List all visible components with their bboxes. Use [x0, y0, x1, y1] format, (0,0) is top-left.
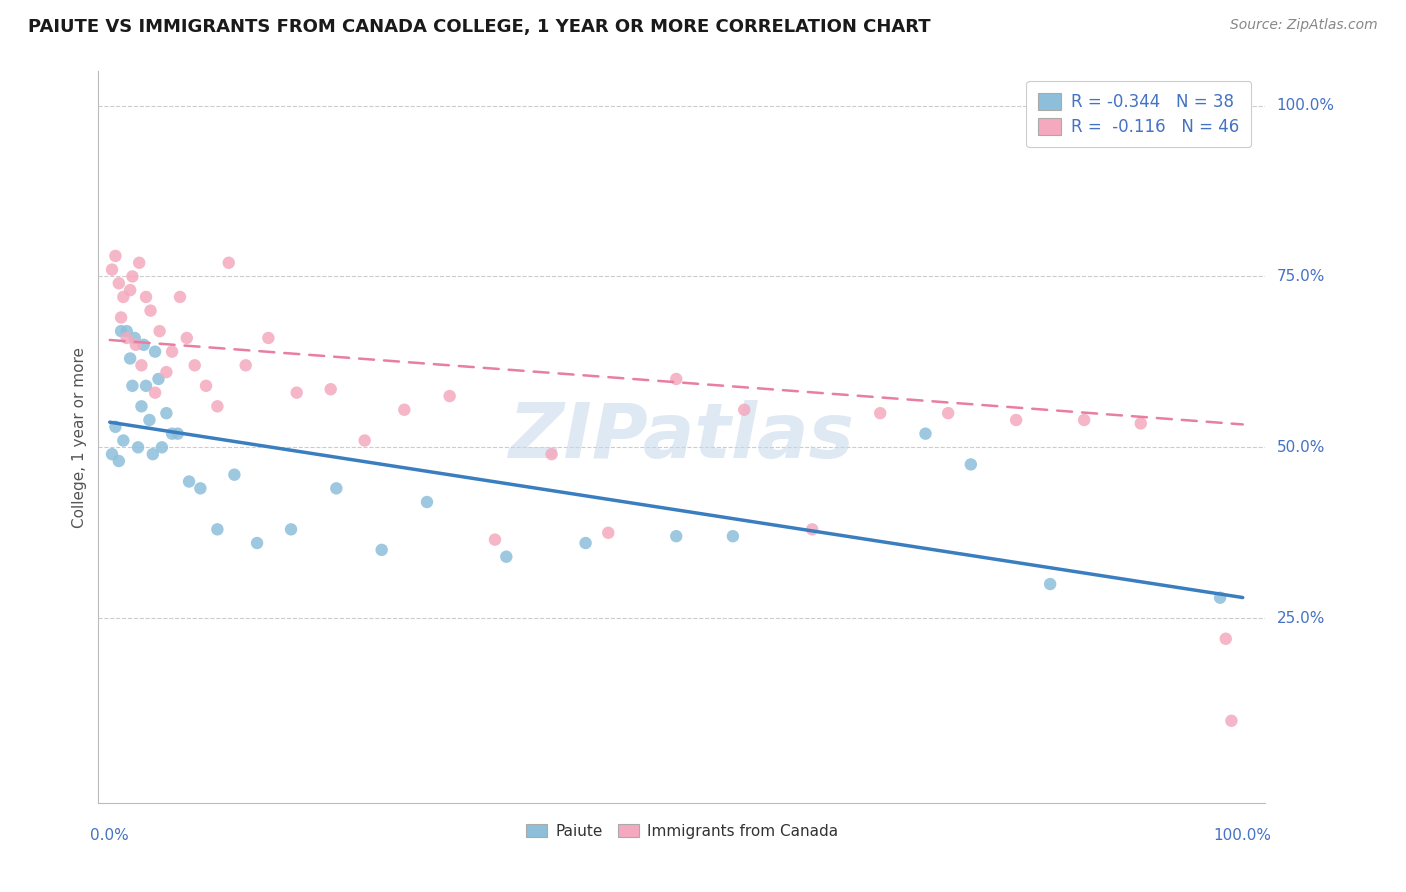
- Point: [104, 420, 127, 434]
- Point: [120, 283, 142, 297]
- Point: [325, 481, 347, 495]
- Point: [138, 413, 160, 427]
- Point: [207, 522, 229, 536]
- Point: [127, 440, 149, 454]
- Point: [1215, 632, 1237, 646]
- Point: [439, 389, 461, 403]
- Point: [733, 402, 755, 417]
- Point: [801, 522, 824, 536]
- Point: [721, 529, 744, 543]
- Point: [218, 256, 240, 270]
- Point: [121, 379, 143, 393]
- Point: [1209, 122, 1232, 136]
- Point: [143, 385, 166, 400]
- Text: PAIUTE VS IMMIGRANTS FROM CANADA COLLEGE, 1 YEAR OR MORE CORRELATION CHART: PAIUTE VS IMMIGRANTS FROM CANADA COLLEGE…: [28, 18, 931, 36]
- Point: [115, 331, 138, 345]
- Point: [665, 529, 688, 543]
- Point: [394, 402, 416, 417]
- Text: 75.0%: 75.0%: [1277, 268, 1324, 284]
- Point: [1220, 714, 1243, 728]
- Point: [155, 365, 177, 379]
- Point: [101, 262, 124, 277]
- Point: [1039, 577, 1062, 591]
- Point: [285, 385, 308, 400]
- Point: [135, 379, 157, 393]
- Point: [177, 475, 200, 489]
- Text: 100.0%: 100.0%: [1277, 98, 1334, 113]
- Point: [166, 426, 188, 441]
- Point: [135, 290, 157, 304]
- Point: [280, 522, 302, 536]
- Point: [484, 533, 506, 547]
- Point: [257, 331, 280, 345]
- Point: [540, 447, 562, 461]
- Point: [1209, 591, 1232, 605]
- Point: [176, 331, 198, 345]
- Point: [495, 549, 517, 564]
- Point: [246, 536, 269, 550]
- Y-axis label: College, 1 year or more: College, 1 year or more: [72, 347, 87, 527]
- Text: 100.0%: 100.0%: [1213, 828, 1272, 843]
- Point: [1129, 417, 1152, 431]
- Point: [183, 359, 205, 373]
- Point: [132, 338, 155, 352]
- Point: [1005, 413, 1028, 427]
- Point: [131, 359, 153, 373]
- Point: [108, 277, 131, 291]
- Text: 0.0%: 0.0%: [90, 828, 129, 843]
- Text: ZIPatlas: ZIPatlas: [509, 401, 855, 474]
- Point: [169, 290, 191, 304]
- Point: [112, 434, 135, 448]
- Point: [125, 338, 148, 352]
- Point: [139, 303, 162, 318]
- Point: [1198, 126, 1220, 140]
- Point: [150, 440, 173, 454]
- Point: [104, 249, 127, 263]
- Point: [110, 324, 132, 338]
- Point: [353, 434, 375, 448]
- Point: [148, 372, 170, 386]
- Point: [1175, 119, 1198, 133]
- Point: [160, 426, 183, 441]
- Point: [155, 406, 177, 420]
- Point: [112, 290, 135, 304]
- Point: [416, 495, 439, 509]
- Point: [959, 458, 981, 472]
- Text: 50.0%: 50.0%: [1277, 440, 1324, 455]
- Point: [207, 400, 229, 414]
- Point: [914, 426, 936, 441]
- Text: 25.0%: 25.0%: [1277, 611, 1324, 625]
- Point: [128, 256, 150, 270]
- Point: [115, 324, 138, 338]
- Point: [160, 344, 183, 359]
- Point: [1073, 413, 1095, 427]
- Point: [665, 372, 688, 386]
- Point: [190, 481, 212, 495]
- Point: [143, 344, 166, 359]
- Point: [224, 467, 246, 482]
- Point: [108, 454, 131, 468]
- Point: [936, 406, 959, 420]
- Point: [235, 359, 257, 373]
- Point: [598, 525, 620, 540]
- Point: [149, 324, 172, 338]
- Point: [121, 269, 143, 284]
- Point: [575, 536, 598, 550]
- Point: [319, 382, 342, 396]
- Point: [869, 406, 891, 420]
- Point: [120, 351, 142, 366]
- Point: [370, 542, 392, 557]
- Point: [131, 400, 153, 414]
- Text: Source: ZipAtlas.com: Source: ZipAtlas.com: [1230, 18, 1378, 32]
- Point: [101, 447, 124, 461]
- Point: [110, 310, 132, 325]
- Point: [124, 331, 146, 345]
- Legend: Paiute, Immigrants from Canada: Paiute, Immigrants from Canada: [519, 816, 845, 847]
- Point: [195, 379, 218, 393]
- Point: [142, 447, 165, 461]
